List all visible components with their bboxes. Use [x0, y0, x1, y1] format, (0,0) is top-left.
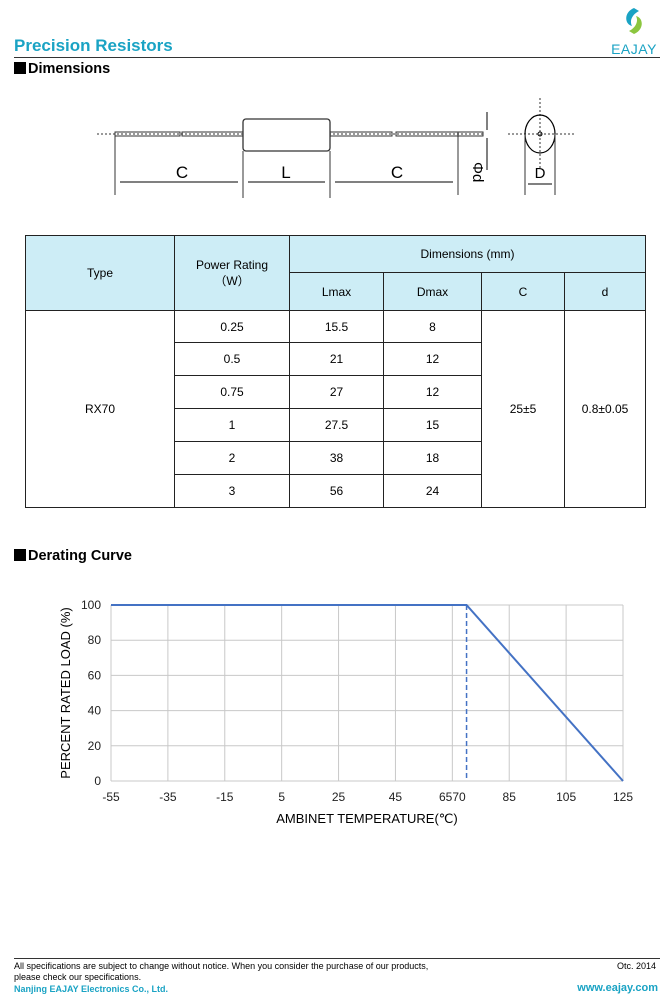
header-dmax: Dmax	[383, 272, 482, 311]
dmax-cell: 15	[383, 408, 482, 442]
lmax-cell: 21	[289, 342, 384, 376]
label-c-left: C	[176, 163, 188, 182]
y-axis-label: PERCENT RATED LOAD (%)	[58, 607, 73, 778]
footer-notice-1: All specifications are subject to change…	[14, 961, 429, 971]
label-d: D	[535, 165, 546, 182]
lmax-cell: 56	[289, 474, 384, 508]
dimensions-heading: Dimensions	[14, 61, 110, 77]
label-l: L	[281, 163, 290, 182]
x-tick-label: 85	[503, 790, 517, 804]
derating-series-line	[111, 604, 624, 782]
power-cell: 3	[174, 474, 290, 508]
x-tick-label: 125	[613, 790, 633, 804]
header-d: d	[564, 272, 646, 311]
footer-website[interactable]: www.eajay.com	[577, 982, 658, 994]
resistor-drawing: C L C Φd D	[97, 98, 575, 198]
dimensions-table: Type Power Rating （W） Dimensions (mm) Lma…	[25, 235, 646, 508]
power-cell: 0.75	[174, 375, 290, 409]
c-cell: 25±5	[481, 310, 565, 508]
x-tick-label: 45	[389, 790, 403, 804]
table-row: RX70 0.25 15.5 8 25±5 0.8±0.05	[25, 310, 646, 508]
dmax-cell: 8	[383, 310, 482, 343]
footer-date: Otc. 2014	[616, 961, 656, 971]
y-tick-label: 20	[88, 739, 102, 753]
footer-notice-2: please check our specifications.	[14, 972, 142, 982]
x-axis-label: AMBINET TEMPERATURE(℃)	[276, 811, 457, 826]
y-tick-label: 60	[88, 668, 102, 682]
d-cell: 0.8±0.05	[564, 310, 646, 508]
header-lmax: Lmax	[289, 272, 384, 311]
page-title: Precision Resistors	[14, 36, 173, 55]
dmax-cell: 18	[383, 441, 482, 475]
dimensions-title: Dimensions	[28, 61, 111, 77]
lmax-cell: 27.5	[289, 408, 384, 442]
label-phi-d: Φd	[469, 162, 486, 182]
derating-title: Derating Curve	[28, 548, 132, 564]
label-c-right: C	[391, 163, 403, 182]
x-tick-label: -15	[216, 790, 234, 804]
header-power: Power Rating （W）	[174, 235, 290, 311]
type-cell: RX70	[25, 310, 175, 508]
dmax-cell: 12	[383, 342, 482, 376]
x-tick-label: -55	[102, 790, 120, 804]
derating-chart: -55 -35 -15 5 25 45 6570 85 105 125 0 20 40 60 80 100 AM…	[58, 598, 633, 826]
header-rule	[14, 57, 660, 58]
x-tick-label: 25	[332, 790, 346, 804]
table-row: 0.75 27 12	[26, 375, 646, 409]
x-tick-label: 5	[278, 790, 285, 804]
y-tick-label: 40	[88, 704, 102, 718]
header-dimensions: Dimensions (mm)	[289, 235, 646, 273]
table-row: 3 56 24	[26, 474, 646, 508]
x-tick-label: 105	[556, 790, 576, 804]
header-c: C	[481, 272, 565, 311]
footer-company: Nanjing EAJAY Electronics Co., Ltd.	[14, 984, 169, 994]
x-tick-label: -35	[159, 790, 177, 804]
dmax-cell: 24	[383, 474, 482, 508]
logo: EAJAY	[607, 6, 661, 57]
y-tick-label: 0	[94, 774, 101, 788]
footer-rule	[14, 958, 660, 959]
x-tick-label: 6570	[439, 790, 466, 804]
logo-text: EAJAY	[611, 41, 657, 57]
y-tick-label: 100	[81, 598, 101, 612]
table-row: 1 27.5 15	[26, 408, 646, 442]
derating-heading: Derating Curve	[14, 548, 132, 564]
logo-leaf-icon	[626, 8, 642, 34]
y-tick-label: 80	[88, 633, 102, 647]
